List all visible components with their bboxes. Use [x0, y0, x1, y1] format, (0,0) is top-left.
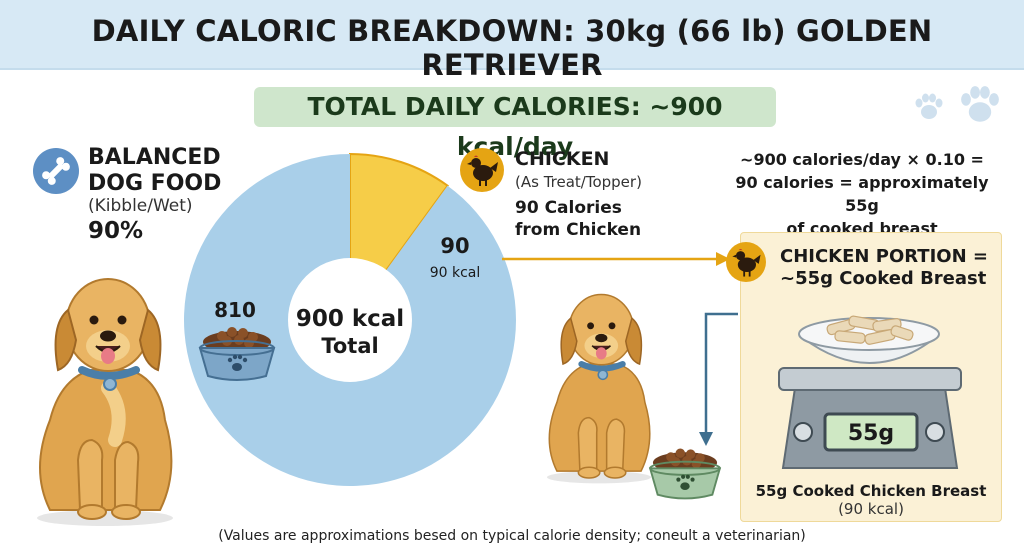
calculation-line1: ~900 calories/day × 0.10 = — [740, 150, 984, 169]
footnote: (Values are approximations besed on typi… — [218, 528, 806, 544]
paw-print-icon — [915, 93, 943, 119]
food-legend-subtitle: (Kibble/Wet) — [88, 196, 193, 216]
chicken-calories-line1: 90 Calories — [515, 198, 622, 218]
dog-bowl-icon — [198, 327, 276, 381]
chicken-legend-title: CHICKEN — [515, 148, 610, 170]
slice-sublabel-chicken: 90 kcal — [430, 265, 481, 281]
chicken-icon — [467, 155, 498, 186]
chicken-icon-badge — [726, 242, 766, 282]
arrow-right-icon — [502, 252, 730, 266]
arrow-down-icon — [699, 312, 738, 446]
bone-icon-badge — [33, 148, 79, 194]
bone-icon — [42, 157, 70, 185]
dog-bowl-icon — [648, 448, 722, 500]
portion-title-line2: ~55g Cooked Breast — [780, 268, 987, 289]
portion-caption: 55g Cooked Chicken Breast — [755, 482, 987, 500]
header-band — [0, 0, 1024, 70]
chicken-legend-subtitle: (As Treat/Topper) — [515, 173, 642, 191]
pie-center-value: 900 kcal — [296, 306, 404, 332]
total-calories-banner: TOTAL DAILY CALORIES: ~900 kcal/day — [254, 87, 776, 161]
scale-reading: 55g — [848, 421, 894, 446]
portion-caption-sub: (90 kcal) — [838, 500, 904, 518]
pie-chart: 900 kcal Total 810 90 90 kcal — [183, 152, 516, 486]
page-title: DAILY CALORIC BREAKDOWN: 30kg (66 lb) GO… — [91, 14, 933, 82]
food-title-line1: BALANCED — [88, 145, 221, 170]
slice-label-food: 810 — [214, 298, 256, 322]
calculation-line2: 90 calories = approximately 55g — [735, 173, 989, 215]
paw-print-icon — [961, 86, 999, 122]
chicken-icon-badge — [460, 148, 504, 192]
golden-retriever-illustration — [547, 293, 651, 484]
pie-center-label: Total — [321, 334, 378, 358]
calculation-text: ~900 calories/day × 0.10 = 90 calories =… — [716, 148, 1008, 240]
chicken-legend-calories: 90 Calories from Chicken — [515, 197, 641, 241]
portion-title-line1: CHICKEN PORTION = — [780, 246, 988, 267]
kitchen-scale-icon: 55g — [778, 315, 962, 469]
slice-label-chicken: 90 — [440, 234, 469, 258]
pie-hole — [288, 258, 412, 382]
food-legend-title: BALANCED DOG FOOD — [88, 145, 221, 197]
food-legend-percent: 90% — [88, 218, 144, 244]
chicken-portion-title: CHICKEN PORTION = ~55g Cooked Breast — [780, 246, 988, 290]
golden-retriever-illustration — [37, 278, 173, 526]
chicken-calories-line2: from Chicken — [515, 220, 642, 240]
food-title-line2: DOG FOOD — [88, 171, 222, 196]
chicken-icon — [732, 248, 761, 277]
